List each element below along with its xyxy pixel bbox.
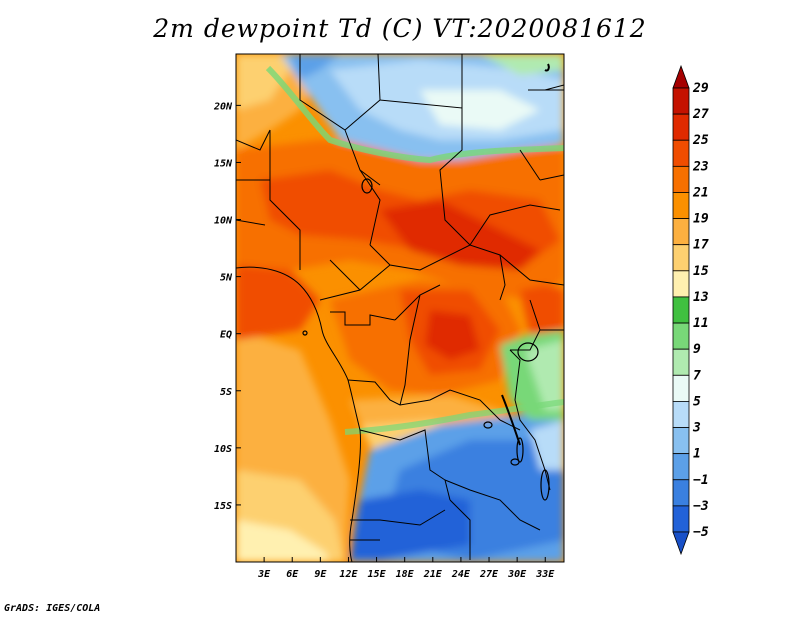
lon-tick-label: 27E (479, 569, 499, 580)
lon-tick-label: 6E (286, 569, 299, 580)
lat-tick-label: 5S (220, 387, 232, 398)
colorbar-segment (672, 505, 690, 533)
colorbar-segment (672, 427, 690, 455)
map-frame (235, 53, 565, 563)
colorbar: 29 27 25 23 21 19 17 15 13 11 9 7 5 3 1 −1 −3 −5 (672, 64, 709, 556)
colorbar-label: 1 (693, 447, 701, 462)
colorbar-label: 17 (693, 238, 709, 253)
colorbar-segment (672, 479, 690, 507)
lon-tick-label: 24E (451, 569, 471, 580)
colorbar-segment (672, 139, 690, 167)
colorbar-segment (672, 374, 690, 402)
colorbar-segment (672, 218, 690, 246)
colorbar-segment (672, 87, 690, 115)
colorbar-segment (672, 113, 690, 141)
colorbar-label: 9 (693, 342, 701, 357)
colorbar-label: −3 (693, 499, 709, 514)
colorbar-segment (672, 453, 690, 481)
lat-tick-label: 15N (214, 158, 233, 169)
lon-tick-label: 3E (257, 569, 271, 580)
lon-tick-label: 18E (396, 569, 415, 580)
colorbar-label: 23 (692, 159, 709, 174)
colorbar-label: 3 (692, 421, 701, 436)
colorbar-label: 11 (693, 316, 709, 331)
lon-tick-label: 33E (535, 569, 555, 580)
map-panel (236, 54, 564, 562)
colorbar-label: 7 (693, 368, 701, 383)
colorbar-label: 29 (692, 81, 709, 96)
lon-tick-label: 21E (423, 569, 443, 580)
lon-tick-label: 12E (339, 569, 358, 580)
lat-tick-label: 20N (213, 101, 233, 112)
colorbar-label: 19 (693, 212, 709, 227)
colorbar-segment (672, 165, 690, 193)
lat-tick-label: 10N (214, 216, 233, 227)
colorbar-label: 27 (692, 107, 709, 122)
lon-tick-label: 15E (368, 569, 387, 580)
colorbar-min-triangle (672, 531, 690, 556)
lon-tick-label: 30E (507, 569, 527, 580)
colorbar-segment (672, 322, 690, 350)
colorbar-label: 21 (692, 185, 709, 200)
colorbar-segment (672, 401, 690, 428)
colorbar-segment (672, 348, 690, 376)
lat-tick-label: 10S (214, 444, 232, 455)
colorbar-max-triangle (672, 64, 690, 89)
map-title: 2m dewpoint Td (C) VT:2020081612 (153, 14, 647, 43)
lon-tick-label: 9E (314, 569, 327, 580)
colorbar-label: 15 (693, 264, 709, 279)
colorbar-segment (672, 244, 690, 272)
colorbar-label: 13 (693, 290, 709, 305)
map-axes: 3E 6E 9E 12E 15E 18E 21E 24E 27E 30E 33E 20N 15N 10N 5… (213, 101, 555, 580)
colorbar-label: 25 (692, 133, 709, 148)
colorbar-segment (672, 192, 690, 219)
lat-tick-label: EQ (220, 330, 232, 341)
colorbar-label: −1 (693, 473, 709, 488)
colorbar-label: −5 (693, 525, 709, 540)
colorbar-segment (672, 296, 690, 324)
credit-text: GrADS: IGES/COLA (4, 603, 101, 614)
lat-tick-label: 5N (220, 273, 233, 284)
lat-tick-label: 15S (214, 501, 232, 512)
colorbar-label: 5 (693, 394, 701, 409)
colorbar-segment (672, 270, 690, 298)
